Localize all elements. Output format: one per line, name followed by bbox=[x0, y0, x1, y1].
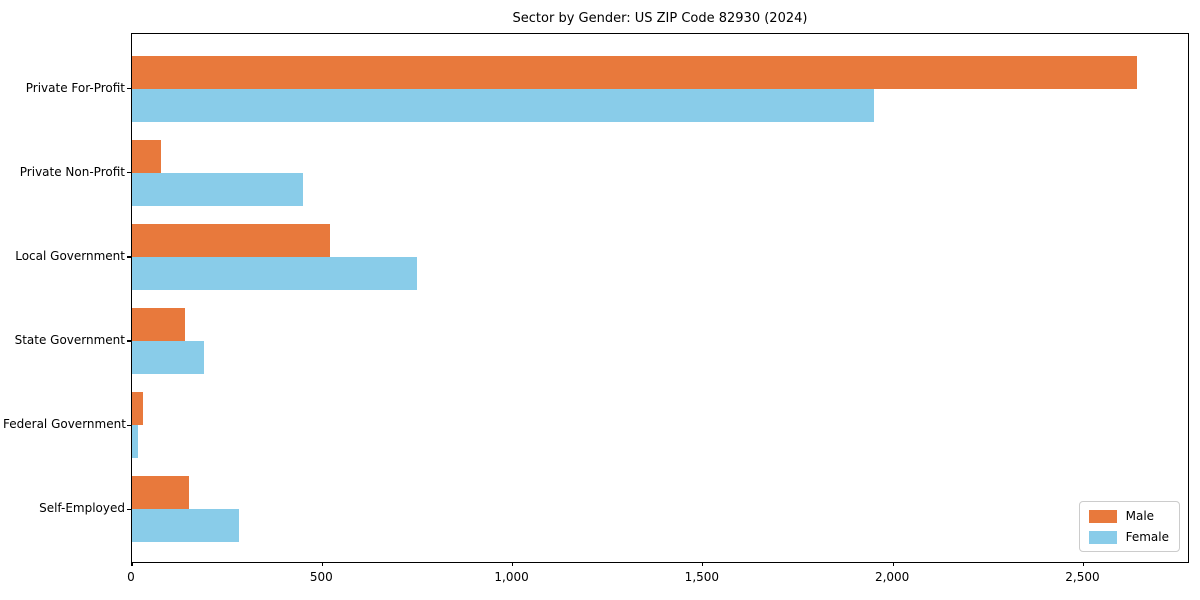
bar-female-private-for-profit bbox=[132, 88, 875, 122]
plot-area: Male Female bbox=[127, 33, 1189, 566]
bar-female-federal-government bbox=[132, 425, 138, 459]
y-tick-private-for-profit bbox=[127, 88, 131, 90]
y-axis-label-private-non-profit: Private Non-Profit bbox=[19, 164, 125, 179]
bar-male-local-government bbox=[132, 223, 330, 257]
y-axis-label-local-government: Local Government bbox=[15, 248, 125, 263]
legend-label-female: Female bbox=[1125, 530, 1169, 544]
x-tick-2,000 bbox=[892, 562, 894, 566]
male-color-swatch bbox=[1088, 509, 1117, 523]
legend-entry-female: Female bbox=[1088, 530, 1169, 544]
bar-male-private-non-profit bbox=[132, 139, 161, 173]
chart-title: Sector by Gender: US ZIP Code 82930 (202… bbox=[512, 11, 808, 26]
bar-male-private-for-profit bbox=[132, 55, 1137, 89]
legend: Male Female bbox=[1078, 501, 1180, 552]
bar-male-self-employed bbox=[132, 476, 190, 510]
y-axis-label-self-employed: Self-Employed bbox=[39, 501, 125, 516]
x-tick-1,500 bbox=[702, 562, 704, 566]
x-axis-label-2,500: 2,500 bbox=[1065, 570, 1100, 584]
x-tick-500 bbox=[321, 562, 323, 566]
x-tick-2,500 bbox=[1082, 562, 1085, 566]
x-tick-1,000 bbox=[511, 562, 514, 566]
bar-female-self-employed bbox=[132, 509, 239, 543]
legend-entry-male: Male bbox=[1088, 509, 1169, 523]
legend-label-male: Male bbox=[1125, 509, 1155, 523]
bar-female-state-government bbox=[132, 341, 205, 375]
y-tick-self-employed bbox=[127, 508, 131, 510]
x-axis-label-0: 0 bbox=[127, 570, 135, 584]
x-axis-label-1,000: 1,000 bbox=[494, 570, 529, 584]
bar-male-state-government bbox=[132, 308, 186, 342]
female-color-swatch bbox=[1088, 530, 1117, 544]
x-axis-label-1,500: 1,500 bbox=[684, 570, 720, 584]
y-axis-label-private-for-profit: Private For-Profit bbox=[25, 80, 125, 95]
y-tick-state-government bbox=[127, 340, 131, 342]
y-tick-local-government bbox=[127, 256, 131, 258]
x-tick-0 bbox=[131, 562, 133, 566]
y-axis-label-federal-government: Federal Government bbox=[3, 417, 126, 432]
bar-male-federal-government bbox=[132, 392, 144, 426]
bar-female-local-government bbox=[132, 256, 418, 290]
x-axis-label-500: 500 bbox=[309, 570, 333, 584]
y-tick-private-non-profit bbox=[127, 172, 131, 174]
x-axis-label-2,000: 2,000 bbox=[874, 570, 910, 584]
y-axis-label-state-government: State Government bbox=[14, 333, 125, 348]
bar-female-private-non-profit bbox=[132, 172, 304, 206]
y-tick-federal-government bbox=[127, 424, 131, 426]
